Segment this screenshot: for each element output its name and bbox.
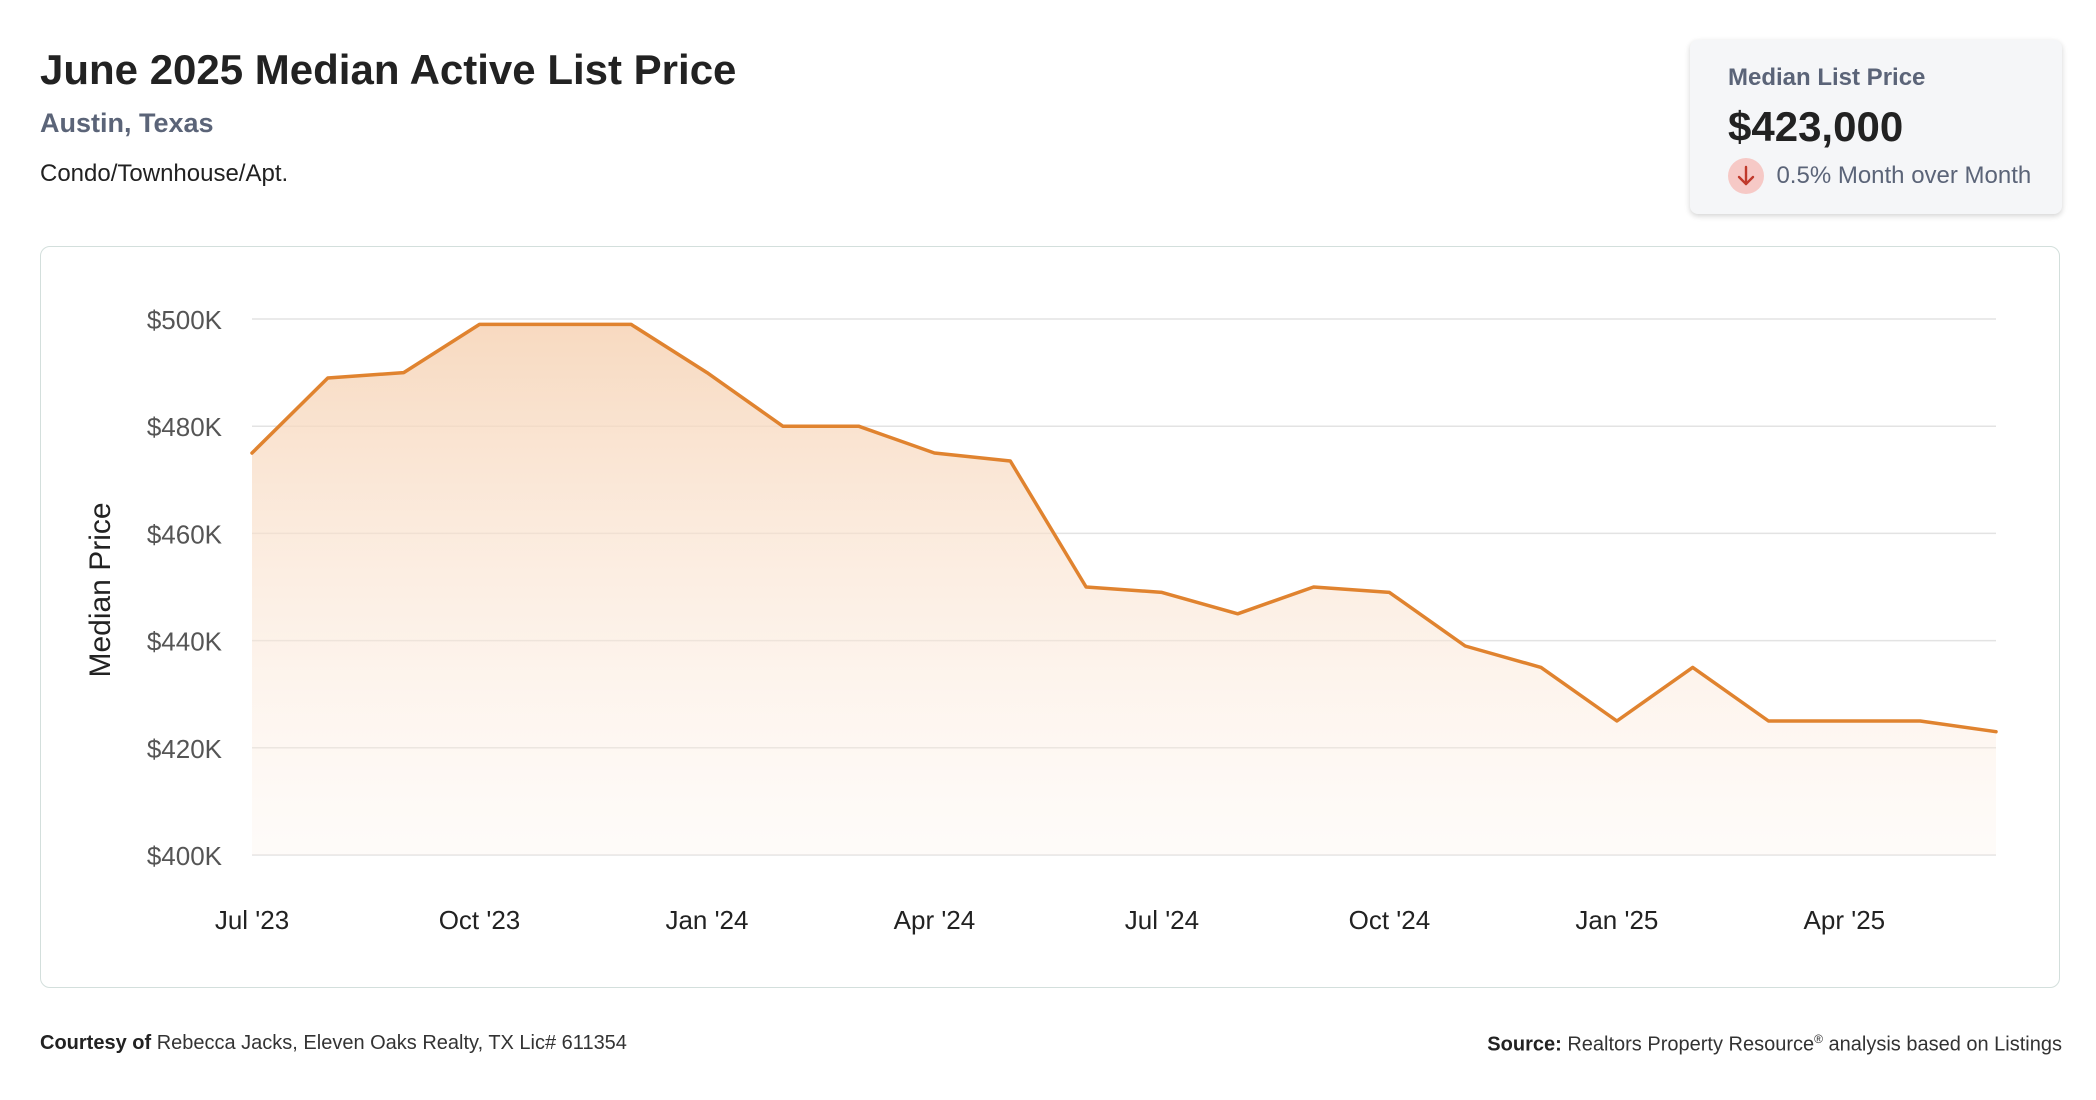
- area-fill: [252, 324, 1996, 855]
- property-type-label: Condo/Townhouse/Apt.: [40, 160, 289, 187]
- y-tick-label: $440K: [147, 627, 223, 657]
- y-tick-label: $460K: [147, 519, 223, 549]
- y-axis-label: Median Price: [84, 502, 117, 677]
- x-tick-label: Jan '24: [665, 905, 748, 935]
- x-tick-label: Oct '24: [1349, 905, 1431, 935]
- x-axis-ticks: Jul '23 Oct '23 Jan '24 Apr '24 Jul '24 Oct '…: [215, 905, 1885, 935]
- kpi-change: 0.5% Month over Month: [1728, 158, 2031, 194]
- location-subtitle: Austin, Texas: [40, 108, 214, 138]
- registered-mark: ®: [1814, 1032, 1823, 1046]
- y-tick-label: $500K: [147, 305, 223, 335]
- page-title: June 2025 Median Active List Price: [40, 46, 737, 93]
- x-tick-label: Apr '24: [894, 905, 976, 935]
- x-tick-label: Jul '24: [1125, 905, 1199, 935]
- y-tick-label: $400K: [147, 841, 223, 871]
- courtesy-text: Rebecca Jacks, Eleven Oaks Realty, TX Li…: [156, 1032, 627, 1054]
- kpi-change-text: 0.5% Month over Month: [1776, 162, 2032, 189]
- y-tick-label: $480K: [147, 412, 223, 442]
- arrow-down-icon: [1728, 158, 1764, 194]
- courtesy-footer: Courtesy of Rebecca Jacks, Eleven Oaks R…: [40, 1032, 627, 1055]
- source-label: Source:: [1487, 1033, 1562, 1056]
- source-text-pre: Realtors Property Resource: [1567, 1033, 1815, 1056]
- series-line: [250, 322, 1998, 734]
- median-list-price-card: Median List Price $423,000 0.5% Month ov…: [1690, 40, 2062, 214]
- y-tick-label: $420K: [147, 734, 223, 764]
- x-tick-label: Jan '25: [1575, 905, 1658, 935]
- courtesy-label: Courtesy of: [40, 1032, 152, 1054]
- x-tick-label: Oct '23: [439, 905, 521, 935]
- series-line-layer: [250, 322, 1998, 734]
- kpi-label: Median List Price: [1728, 64, 1926, 91]
- source-footer: Source: Realtors Property Resource® anal…: [1487, 1032, 2062, 1057]
- source-text-post: analysis based on Listings: [1828, 1033, 2062, 1056]
- kpi-value: $423,000: [1728, 103, 1904, 150]
- area-fill-layer: [252, 324, 1996, 855]
- y-axis-ticks: $500K $480K $460K $440K $420K $400K: [147, 305, 223, 871]
- chart-frame: [40, 246, 2060, 988]
- x-tick-label: Apr '25: [1804, 905, 1886, 935]
- x-tick-label: Jul '23: [215, 905, 289, 935]
